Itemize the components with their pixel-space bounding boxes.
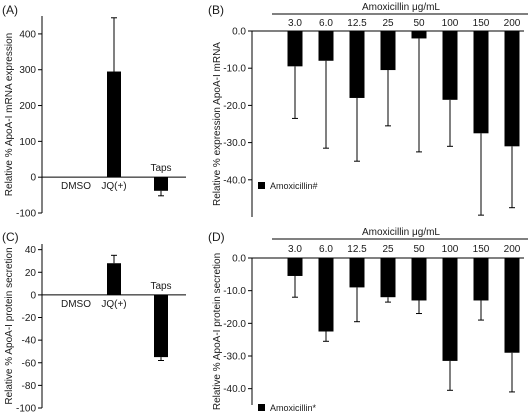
y-tick-label: -60	[22, 358, 37, 369]
y-tick-label: -100	[16, 209, 36, 220]
category-label: 25	[382, 244, 394, 255]
bar-6.0	[318, 258, 334, 332]
chart-C: 40 20 0 -20 -40 -60 -80 -100 DMSO JQ(+) Taps Relati…	[4, 244, 186, 412]
bar-50	[411, 31, 427, 39]
category-label: 3.0	[288, 244, 302, 255]
chart-title: Amoxicillin μg/mL	[362, 2, 440, 13]
panel-label: (D)	[208, 230, 225, 244]
category-label: JQ(+)	[101, 181, 126, 192]
category-label: JQ(+)	[101, 299, 126, 310]
category-label: 100	[442, 244, 459, 255]
bar-25	[380, 258, 396, 298]
y-tick-label: -10.0	[223, 64, 246, 75]
category-label: 200	[504, 18, 521, 29]
category-label: 100	[442, 18, 459, 29]
y-tick-label: 200	[19, 101, 36, 112]
chart-B: Amoxicillin μg/mL 0.0 -10.0 -20.0 -30.0 -40.0…	[212, 2, 528, 217]
y-tick-label: -40.0	[223, 175, 246, 186]
y-tick-label: -10.0	[223, 286, 246, 297]
y-tick-label: -80	[22, 381, 37, 392]
category-label: 6.0	[319, 244, 333, 255]
chart-title: Amoxicillin μg/mL	[362, 227, 440, 238]
category-label: 150	[473, 18, 490, 29]
bar-150	[473, 258, 489, 301]
y-axis-title: Relative % ApoA-I protein secretion	[212, 253, 223, 410]
bar-12.5	[349, 31, 365, 98]
y-tick-label: -40.0	[223, 384, 246, 395]
bar-200	[504, 31, 520, 147]
bar-200	[504, 258, 520, 353]
bar-100	[442, 31, 458, 100]
y-tick-label: 0.0	[232, 27, 246, 38]
category-label: 12.5	[347, 18, 367, 29]
bar-25	[380, 31, 396, 71]
chart-D: Amoxicillin μg/mL 0.0 -10.0 -20.0 -30.0 -40.0…	[212, 227, 528, 412]
category-label: 3.0	[288, 18, 302, 29]
panel-label: (A)	[2, 3, 18, 17]
category-label: 200	[504, 244, 521, 255]
y-axis-title: Relative % ApoA-I mRNA expression	[4, 33, 15, 196]
category-label: DMSO	[61, 299, 91, 310]
panel-label: (B)	[208, 3, 224, 17]
bar-150	[473, 31, 489, 134]
y-tick-label: 20	[25, 268, 37, 279]
bar-JQ(+)	[107, 71, 121, 178]
y-tick-label: 300	[19, 65, 36, 76]
legend-swatch	[258, 404, 265, 411]
y-tick-label: 0	[30, 290, 36, 301]
bar-12.5	[349, 258, 365, 288]
y-axis-title: Relative % ApoA-I protein secretion	[4, 247, 15, 404]
legend-label: Amoxicillin#	[270, 181, 318, 191]
category-label: 6.0	[319, 18, 333, 29]
y-tick-label: -30.0	[223, 138, 246, 149]
bar-JQ(+)	[107, 263, 121, 295]
bar-3.0	[287, 258, 303, 276]
y-tick-label: -100	[16, 404, 36, 412]
category-label: 25	[382, 18, 394, 29]
legend-label: Amoxicillin*	[270, 403, 317, 412]
y-tick-label: -20	[22, 313, 37, 324]
y-tick-label: 0	[30, 173, 36, 184]
category-label: 12.5	[347, 244, 367, 255]
y-tick-label: 40	[25, 245, 37, 256]
legend-swatch	[258, 182, 265, 189]
category-label: 50	[413, 18, 425, 29]
panel-label: (C)	[2, 230, 19, 244]
y-axis-title: Relative % expression ApoA-I mRNA	[212, 42, 223, 206]
bar-Taps	[154, 294, 168, 358]
category-label: 150	[473, 244, 490, 255]
bar-Taps	[154, 177, 168, 191]
category-label: 50	[413, 244, 425, 255]
y-tick-label: -20.0	[223, 101, 246, 112]
y-tick-label: 100	[19, 137, 36, 148]
bar-50	[411, 258, 427, 301]
y-tick-label: -30.0	[223, 352, 246, 363]
bar-6.0	[318, 31, 334, 61]
category-label: Taps	[150, 281, 171, 292]
category-label: Taps	[150, 163, 171, 174]
y-tick-label: -20.0	[223, 319, 246, 330]
y-tick-label: 0.0	[232, 254, 246, 265]
category-label: DMSO	[61, 181, 91, 192]
bar-100	[442, 258, 458, 361]
chart-A: -100 0 100 200 300 400 DMSO JQ(+) Taps Relative %…	[4, 16, 186, 220]
y-tick-label: -40	[22, 336, 37, 347]
y-tick-label: 400	[19, 29, 36, 40]
bar-3.0	[287, 31, 303, 67]
